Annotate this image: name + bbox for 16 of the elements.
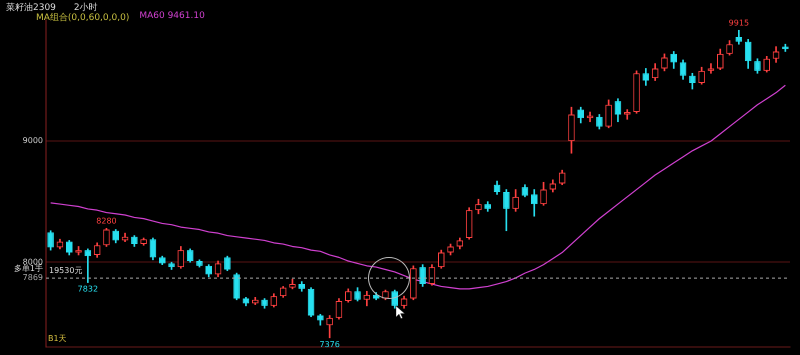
- y-tick-label: 8000: [22, 257, 43, 266]
- text: MA60 9461.10: [139, 11, 205, 23]
- chart-title: 菜籽油2309: [6, 3, 56, 13]
- candlestick: [75, 246, 82, 256]
- annotation: 7376: [319, 340, 340, 349]
- text: 多单1手: [14, 264, 43, 274]
- candlestick: [586, 112, 594, 122]
- ref-line-label: 7869: [22, 273, 43, 282]
- annotation: 7832: [78, 284, 98, 294]
- annotation: 19530元: [49, 266, 82, 276]
- y-tick-label: 9000: [22, 136, 43, 146]
- legend-title: MA组合(0,0,60,0,0,0): [36, 12, 130, 24]
- annotation: 9915: [728, 18, 750, 28]
- annotation: B1天: [48, 334, 67, 344]
- chart-subtitle: 2小时: [74, 3, 98, 13]
- annotation: 8280: [96, 216, 117, 226]
